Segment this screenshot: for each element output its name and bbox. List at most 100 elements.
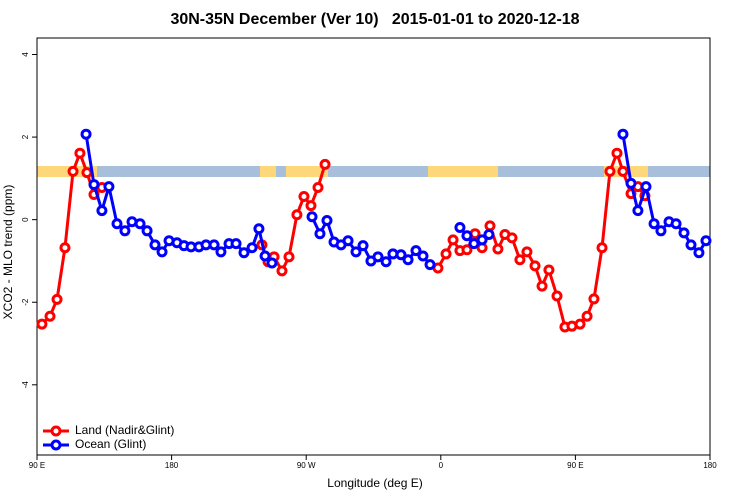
data-point [617, 128, 629, 140]
data-point [700, 235, 712, 247]
data-point [640, 181, 652, 193]
data-point [111, 218, 123, 230]
data-point [259, 250, 271, 262]
data-point [678, 227, 690, 239]
data-point [74, 147, 86, 159]
data-point [693, 247, 705, 259]
data-point [588, 293, 600, 305]
data-point [208, 239, 220, 251]
data-point [321, 214, 333, 226]
data-point [372, 251, 384, 263]
y-tick-label: 2 [21, 134, 30, 139]
data-point [59, 242, 71, 254]
data-point [395, 249, 407, 261]
data-point [149, 239, 161, 251]
data-point [402, 254, 414, 266]
data-point [88, 179, 100, 191]
data-point [685, 239, 697, 251]
data-point [215, 246, 227, 258]
x-tick-label: 180 [165, 461, 179, 470]
data-point [551, 290, 563, 302]
data-point [156, 246, 168, 258]
data-point [44, 310, 56, 322]
data-point [319, 158, 331, 170]
data-point [103, 181, 115, 193]
land-strip [37, 166, 97, 177]
land-strip [260, 166, 276, 177]
data-point [483, 229, 495, 241]
data-point [119, 225, 131, 237]
data-point [617, 165, 629, 177]
data-point [492, 243, 504, 255]
data-point [283, 251, 295, 263]
data-point [454, 222, 466, 234]
data-point [291, 209, 303, 221]
data-point [51, 293, 63, 305]
data-point [521, 246, 533, 258]
data-point [305, 200, 317, 212]
legend-marker [50, 439, 62, 451]
y-tick-label: 4 [21, 52, 30, 57]
x-axis-label: Longitude (deg E) [327, 476, 422, 490]
data-point [670, 218, 682, 230]
data-point [648, 218, 660, 230]
data-point [506, 232, 518, 244]
chart-title: 30N-35N December (Ver 10) 2015-01-01 to … [170, 11, 579, 28]
data-point [529, 260, 541, 272]
data-point [581, 310, 593, 322]
data-point [96, 205, 108, 217]
land-strip [428, 166, 498, 177]
data-point [417, 250, 429, 262]
data-point [36, 318, 48, 330]
data-point [266, 257, 278, 269]
data-point [440, 248, 452, 260]
x-tick-label: 180 [703, 461, 717, 470]
data-point [655, 225, 667, 237]
data-point [314, 228, 326, 240]
legend-label: Land (Nadir&Glint) [75, 423, 174, 437]
ocean-strip [37, 166, 710, 177]
data-point [253, 223, 265, 235]
land-strip [286, 166, 328, 177]
data-point [342, 235, 354, 247]
data-point [604, 165, 616, 177]
data-point [574, 318, 586, 330]
x-tick-label: 0 [439, 461, 444, 470]
data-point [81, 167, 93, 179]
x-tick-label: 90 E [29, 461, 45, 470]
y-tick-label: -4 [21, 381, 30, 389]
data-point [230, 238, 242, 250]
data-point [357, 240, 369, 252]
data-point [536, 280, 548, 292]
data-point [476, 234, 488, 246]
data-point [461, 230, 473, 242]
data-point [484, 220, 496, 232]
data-point [350, 246, 362, 258]
data-point [276, 265, 288, 277]
data-point [625, 177, 637, 189]
legend-label: Ocean (Glint) [75, 437, 146, 451]
data-point [141, 225, 153, 237]
data-point [461, 244, 473, 256]
data-point [298, 191, 310, 203]
data-point [410, 245, 422, 257]
data-point [67, 165, 79, 177]
data-point [447, 234, 459, 246]
data-point [312, 181, 324, 193]
data-point [80, 128, 92, 140]
plot-frame [36, 37, 711, 456]
y-tick-label: -2 [21, 298, 30, 306]
data-point [380, 256, 392, 268]
data-point [514, 254, 526, 266]
data-point [543, 264, 555, 276]
data-point [632, 205, 644, 217]
y-tick-label: 0 [21, 217, 30, 222]
data-point [468, 238, 480, 250]
data-point [424, 259, 436, 271]
y-axis-label: XCO2 - MLO trend (ppm) [1, 185, 15, 320]
x-tick-label: 90 W [297, 461, 316, 470]
data-point [134, 218, 146, 230]
legend-marker [50, 425, 62, 437]
data-point [306, 211, 318, 223]
